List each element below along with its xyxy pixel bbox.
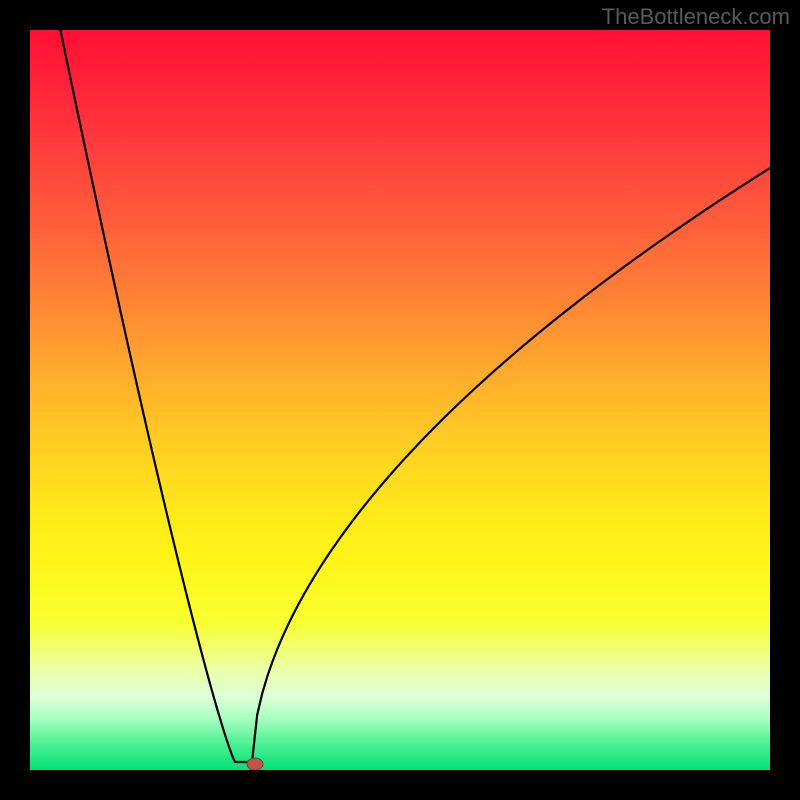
bottleneck-chart xyxy=(0,0,800,800)
optimal-point-marker xyxy=(247,758,263,770)
chart-container: TheBottleneck.com xyxy=(0,0,800,800)
watermark-text: TheBottleneck.com xyxy=(602,4,790,30)
